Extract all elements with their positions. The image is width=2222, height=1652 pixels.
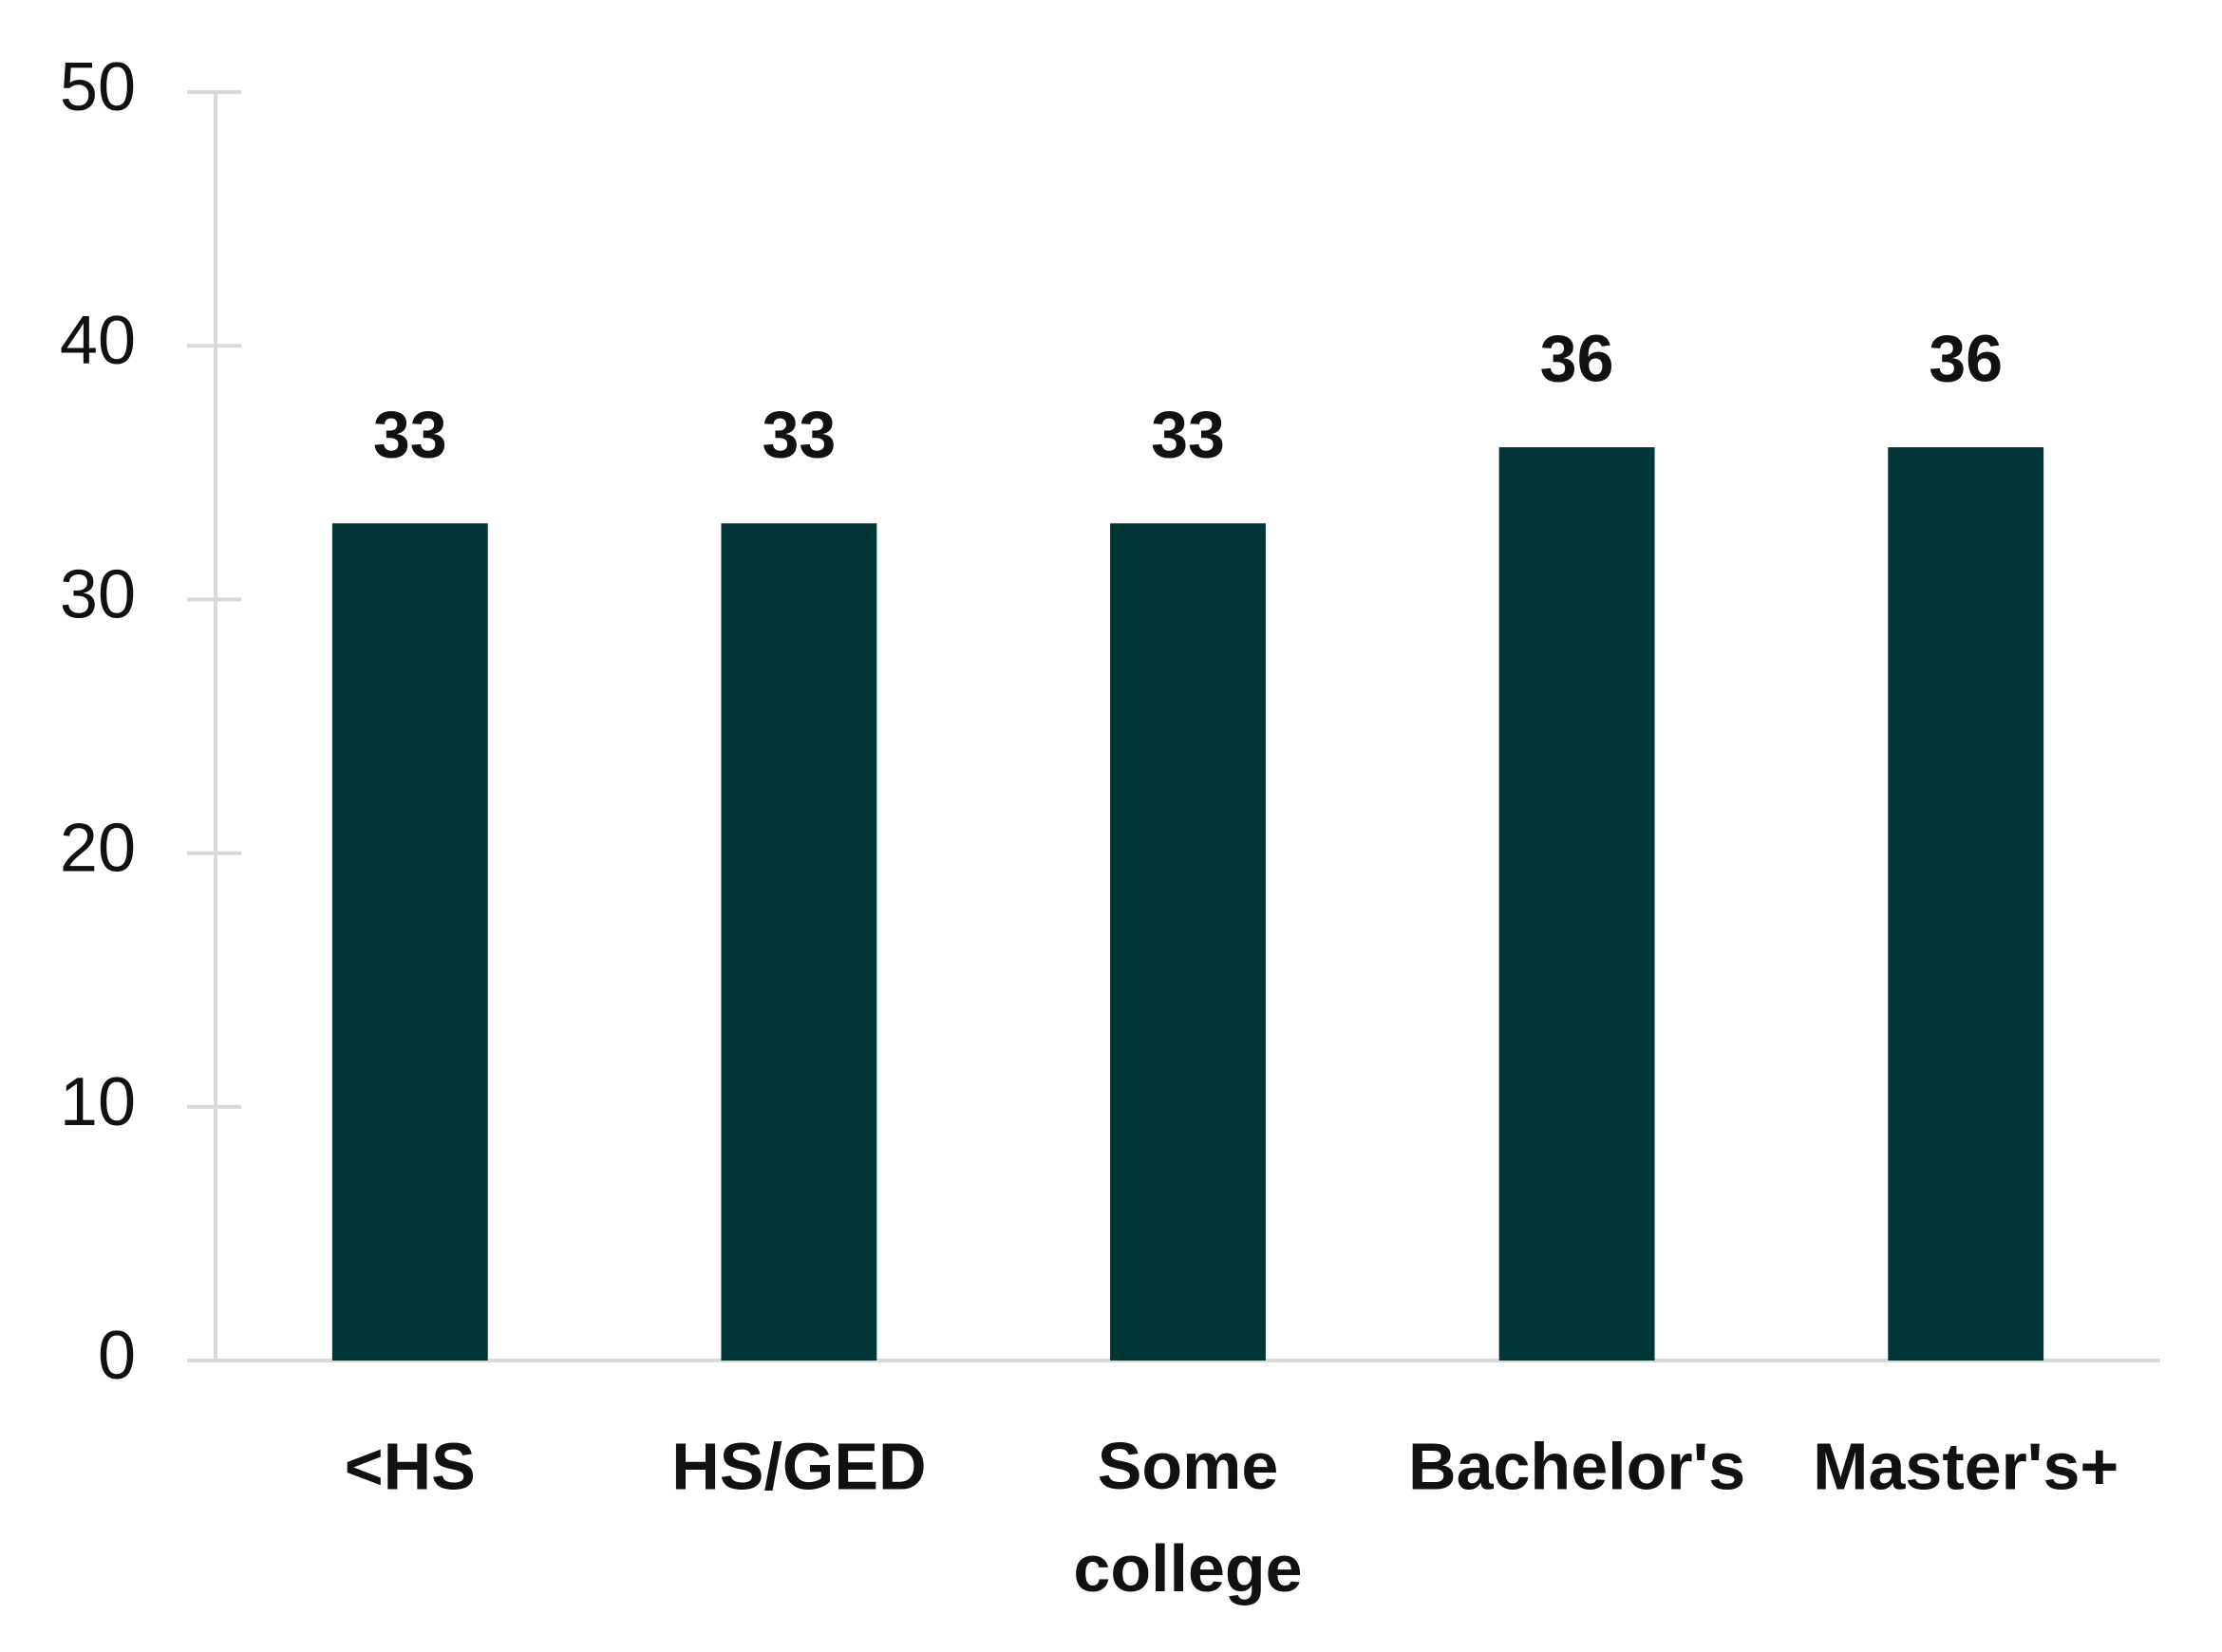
y-tick-label: 50 bbox=[60, 49, 136, 125]
x-tick-label: Master's+ bbox=[1813, 1429, 2118, 1503]
bar bbox=[1110, 523, 1266, 1361]
value-label: 33 bbox=[762, 398, 836, 472]
y-tick-label: 40 bbox=[60, 303, 136, 379]
bar bbox=[1498, 447, 1655, 1361]
x-tick-label: HS/GED bbox=[671, 1429, 926, 1503]
x-tick-label: Some college bbox=[1073, 1429, 1302, 1605]
value-label: 36 bbox=[1540, 322, 1614, 396]
y-tick-label: 0 bbox=[98, 1318, 136, 1394]
x-tick-label: Bachelor's bbox=[1408, 1429, 1745, 1503]
y-tick-label: 20 bbox=[60, 811, 136, 887]
y-tick-label: 10 bbox=[60, 1064, 136, 1140]
y-tick-label: 30 bbox=[60, 556, 136, 632]
value-label: 33 bbox=[1151, 398, 1225, 472]
bar bbox=[721, 523, 877, 1361]
bar bbox=[331, 523, 488, 1361]
value-label: 33 bbox=[373, 398, 447, 472]
bar bbox=[1888, 447, 2044, 1361]
x-tick-label: <HS bbox=[345, 1429, 476, 1503]
value-label: 36 bbox=[1929, 322, 2003, 396]
